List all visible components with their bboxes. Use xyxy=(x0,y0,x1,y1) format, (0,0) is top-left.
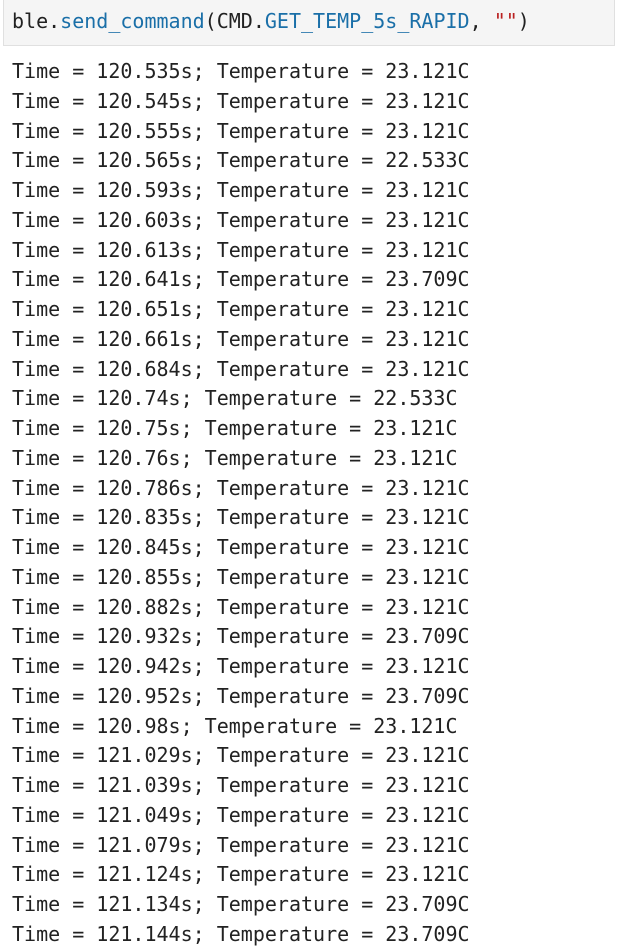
output-line: Time = 120.952s; Temperature = 23.709C xyxy=(12,683,470,708)
output-line: Time = 120.565s; Temperature = 22.533C xyxy=(12,148,470,173)
output-line: Time = 120.835s; Temperature = 23.121C xyxy=(12,505,470,530)
output-line: Time = 120.942s; Temperature = 23.121C xyxy=(12,654,470,678)
output-line: Time = 120.76s; Temperature = 23.121C xyxy=(12,445,458,470)
code-object: ble xyxy=(12,9,49,33)
code-open-paren: ( xyxy=(204,9,217,33)
output-line: Time = 120.932s; Temperature = 23.709C xyxy=(12,624,470,649)
output-line: Time = 120.786s; Temperature = 23.121C xyxy=(12,475,470,500)
output-line: Time = 121.079s; Temperature = 23.121C xyxy=(12,832,470,857)
output-line: Time = 120.684s; Temperature = 23.121C xyxy=(12,356,470,381)
output-line: Time = 120.651s; Temperature = 23.121C xyxy=(12,297,470,321)
output-line: Time = 120.882s; Temperature = 23.121C xyxy=(12,594,470,619)
output-line: Time = 121.039s; Temperature = 23.121C xyxy=(12,773,470,797)
output-line: Time = 121.134s; Temperature = 23.709C xyxy=(12,892,470,916)
output-line: Time = 120.74s; Temperature = 22.533C xyxy=(12,386,458,411)
output-line: Time = 120.845s; Temperature = 23.121C xyxy=(12,535,470,559)
output-line: Time = 120.613s; Temperature = 23.121C xyxy=(12,237,470,262)
output-line: Time = 120.545s; Temperature = 23.121C xyxy=(12,88,470,113)
output-line: Time = 120.603s; Temperature = 23.121C xyxy=(12,207,470,232)
code-method: send_command xyxy=(60,9,205,33)
code-cell[interactable]: ble.send_command(CMD.GET_TEMP_5s_RAPID, … xyxy=(3,0,615,46)
code-constant: GET_TEMP_5s_RAPID xyxy=(264,9,470,33)
output-line: Time = 120.535s; Temperature = 23.121C xyxy=(12,59,470,83)
output-line: Time = 120.593s; Temperature = 23.121C xyxy=(12,178,470,202)
code-line[interactable]: ble.send_command(CMD.GET_TEMP_5s_RAPID, … xyxy=(12,7,530,35)
output-line: Time = 121.144s; Temperature = 23.709C xyxy=(12,921,470,946)
code-close-paren: ) xyxy=(517,9,530,33)
output-line: Time = 120.555s; Temperature = 23.121C xyxy=(12,118,470,143)
output-line: Time = 120.855s; Temperature = 23.121C xyxy=(12,564,470,589)
output-line: Time = 121.049s; Temperature = 23.121C xyxy=(12,802,470,827)
output-line: Time = 120.75s; Temperature = 23.121C xyxy=(12,416,458,440)
output-line: Time = 121.124s; Temperature = 23.121C xyxy=(12,862,470,887)
output-line: Time = 120.98s; Temperature = 23.121C xyxy=(12,713,458,738)
code-constant-prefix: CMD. xyxy=(216,9,265,33)
cell-output: Time = 120.535s; Temperature = 23.121C Ti… xyxy=(12,57,612,950)
output-line: Time = 121.029s; Temperature = 23.121C xyxy=(12,743,470,768)
code-string-arg: "" xyxy=(493,9,518,33)
code-separator: , xyxy=(469,9,494,33)
output-line: Time = 120.641s; Temperature = 23.709C xyxy=(12,267,470,292)
output-line: Time = 120.661s; Temperature = 23.121C xyxy=(12,326,470,351)
code-dot: . xyxy=(48,9,61,33)
